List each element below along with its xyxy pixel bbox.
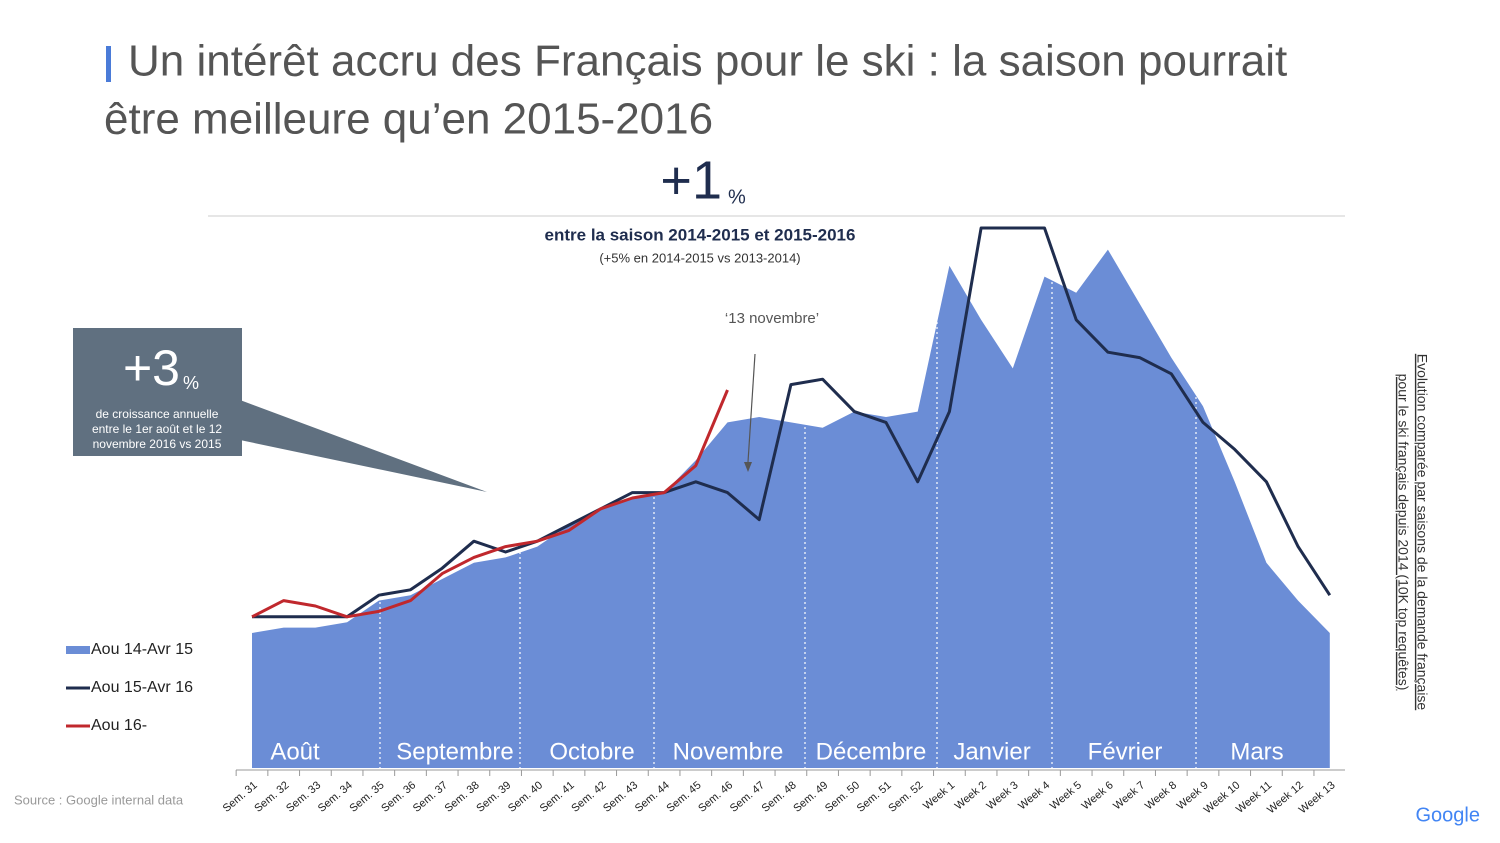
event-arrow bbox=[747, 353, 756, 463]
box-text: entre le 1er août et le 12 bbox=[92, 422, 222, 436]
legend-label: Aou 14-Avr 15 bbox=[91, 641, 193, 658]
x-tick-label: Week 7 bbox=[1111, 779, 1147, 812]
title-accent bbox=[106, 46, 111, 82]
box-value: +3 bbox=[123, 340, 180, 396]
x-tick-label: Week 13 bbox=[1297, 779, 1338, 816]
x-tick-label: Sem. 43 bbox=[601, 779, 640, 815]
event-arrowhead bbox=[744, 462, 752, 472]
month-label: Septembre bbox=[396, 738, 513, 765]
month-label: Février bbox=[1088, 738, 1163, 765]
source: Source : Google internal data bbox=[14, 792, 184, 807]
headline-sub: (+5% en 2014-2015 vs 2013-2014) bbox=[599, 250, 800, 265]
x-tick-label: Week 5 bbox=[1048, 779, 1084, 812]
x-tick-label: Week 3 bbox=[984, 779, 1020, 812]
x-tick-label: Sem. 42 bbox=[569, 779, 608, 815]
x-tick-label: Week 8 bbox=[1143, 779, 1179, 812]
x-tick-label: Week 2 bbox=[953, 779, 989, 812]
x-tick-label: Sem. 34 bbox=[316, 779, 355, 815]
headline-text: entre la saison 2014-2015 et 2015-2016 bbox=[545, 225, 856, 244]
legend-swatch bbox=[66, 646, 90, 654]
x-tick-label: Sem. 38 bbox=[443, 779, 482, 815]
headline-unit: % bbox=[728, 186, 746, 208]
x-tick-label: Sem. 50 bbox=[823, 779, 862, 815]
x-tick-label: Sem. 40 bbox=[506, 779, 545, 815]
box-text: novembre 2016 vs 2015 bbox=[93, 437, 222, 451]
x-tick-label: Sem. 44 bbox=[633, 779, 672, 815]
x-tick-label: Sem. 51 bbox=[855, 779, 894, 815]
month-label: Novembre bbox=[673, 738, 784, 765]
x-tick-label: Sem. 37 bbox=[411, 779, 450, 815]
x-tick-label: Sem. 52 bbox=[886, 779, 925, 815]
x-tick-label: Week 4 bbox=[1016, 779, 1052, 812]
x-tick-label: Sem. 47 bbox=[728, 779, 767, 815]
x-tick-label: Sem. 41 bbox=[538, 779, 577, 815]
x-tick-label: Sem. 39 bbox=[474, 779, 513, 815]
box-text: de croissance annuelle bbox=[96, 407, 219, 421]
month-label: Janvier bbox=[953, 738, 1030, 765]
callout-box bbox=[73, 328, 242, 456]
title-line: Un intérêt accru des Français pour le sk… bbox=[128, 37, 1287, 86]
box-unit: % bbox=[183, 373, 199, 393]
x-tick-label: Sem. 36 bbox=[379, 779, 418, 815]
side-note: pour le ski français depuis 2014 (10K to… bbox=[1395, 374, 1411, 691]
event-label: ‘13 novembre’ bbox=[725, 310, 819, 327]
x-tick-label: Sem. 33 bbox=[284, 779, 323, 815]
plot: Août Septembre Octobre Novembre Décembre Janv… bbox=[251, 226, 1332, 769]
x-tick-label: Sem. 35 bbox=[347, 779, 386, 815]
x-tick-label: Sem. 48 bbox=[760, 779, 799, 815]
title-line: être meilleure qu’en 2015-2016 bbox=[104, 95, 713, 144]
month-label: Octobre bbox=[549, 738, 634, 765]
x-tick-label: Week 1 bbox=[921, 779, 957, 812]
side-note: Evolution comparée par saisons de la dem… bbox=[1414, 354, 1430, 711]
month-label: Mars bbox=[1230, 738, 1283, 765]
month-label: Août bbox=[270, 738, 320, 765]
callout-pointer bbox=[240, 400, 487, 492]
x-tick-label: Sem. 46 bbox=[696, 779, 735, 815]
area bbox=[252, 249, 1330, 769]
headline-value: +1 bbox=[660, 150, 722, 210]
month-label: Décembre bbox=[816, 738, 927, 765]
x-tick-label: Sem. 45 bbox=[664, 779, 703, 815]
x-tick-label: Sem. 31 bbox=[221, 779, 260, 815]
x-tick-label: Sem. 32 bbox=[252, 779, 291, 815]
x-tick-label: Week 6 bbox=[1080, 779, 1116, 812]
logo: Google bbox=[1416, 804, 1481, 826]
legend-label: Aou 15-Avr 16 bbox=[91, 679, 193, 696]
legend-label: Aou 16- bbox=[91, 717, 147, 734]
line bbox=[252, 226, 1332, 619]
line bbox=[251, 389, 729, 619]
x-tick-label: Sem. 49 bbox=[791, 779, 830, 815]
